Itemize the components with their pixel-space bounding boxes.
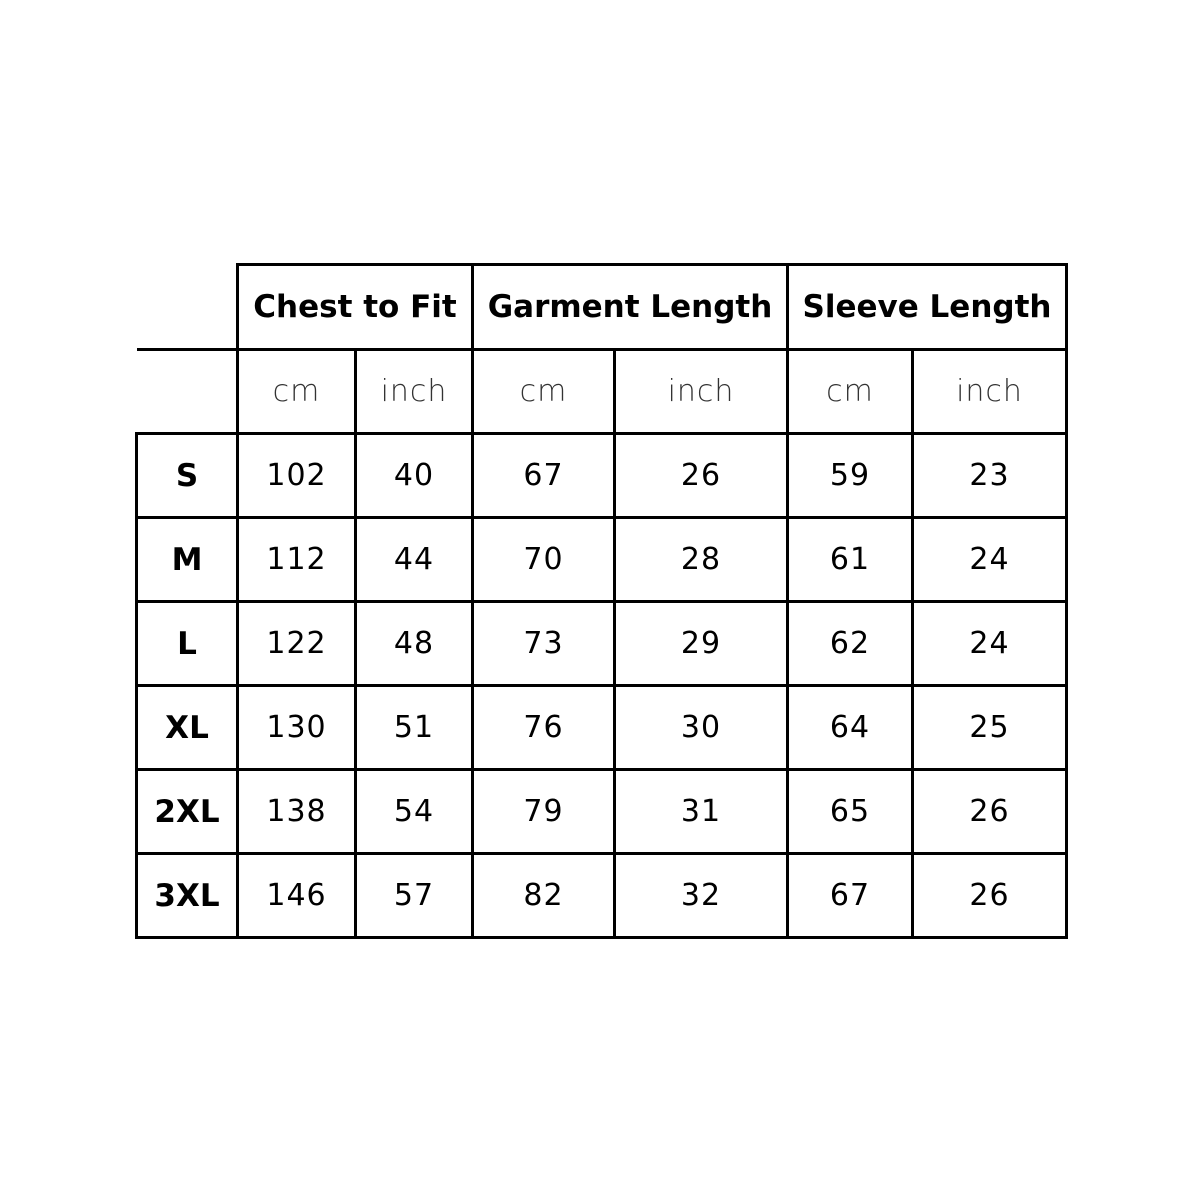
size-label: 2XL [135,768,239,855]
table-row: L 122 48 73 29 62 24 [135,600,1068,687]
measurement-cell: 26 [613,432,789,519]
table-row: 2XL 138 54 79 31 65 26 [135,768,1068,855]
measurement-cell: 24 [911,516,1068,603]
measurement-cell: 64 [786,684,914,771]
table-row: 3XL 146 57 82 32 67 26 [135,852,1068,939]
measurement-cell: 24 [911,600,1068,687]
measurement-cell: 26 [911,768,1068,855]
measurement-cell: 54 [354,768,474,855]
measurement-cell: 57 [354,852,474,939]
measurement-cell: 31 [613,768,789,855]
unit-label: inch [354,348,474,435]
unit-label: cm [236,348,357,435]
measurement-cell: 112 [236,516,357,603]
unit-label: inch [613,348,789,435]
measurement-cell: 138 [236,768,357,855]
measurement-cell: 79 [471,768,616,855]
corner-blank [136,264,239,351]
measurement-cell: 82 [471,852,616,939]
header-sleeve-length: Sleeve Length [786,263,1068,351]
unit-header-row: cm inch cm inch cm inch [136,348,1068,435]
header-garment-length: Garment Length [471,263,789,351]
measurement-cell: 40 [354,432,474,519]
unit-label: cm [471,348,616,435]
measurement-cell: 146 [236,852,357,939]
measurement-cell: 28 [613,516,789,603]
measurement-cell: 70 [471,516,616,603]
unit-label: cm [786,348,914,435]
corner-blank [136,349,239,435]
size-label: S [135,432,239,519]
size-label: 3XL [135,852,239,939]
size-label: M [135,516,239,603]
table-row: XL 130 51 76 30 64 25 [135,684,1068,771]
header-chest-to-fit: Chest to Fit [236,263,474,351]
measurement-cell: 32 [613,852,789,939]
measurement-cell: 67 [786,852,914,939]
measurement-cell: 25 [911,684,1068,771]
measurement-cell: 102 [236,432,357,519]
measurement-cell: 59 [786,432,914,519]
measurement-cell: 61 [786,516,914,603]
table-row: S 102 40 67 26 59 23 [135,432,1068,519]
measurement-cell: 65 [786,768,914,855]
measurement-cell: 67 [471,432,616,519]
measurement-cell: 29 [613,600,789,687]
measurement-cell: 44 [354,516,474,603]
size-label: L [135,600,239,687]
measurement-cell: 30 [613,684,789,771]
size-chart-table: Chest to Fit Garment Length Sleeve Lengt… [135,263,1068,939]
measurement-cell: 23 [911,432,1068,519]
measurement-cell: 76 [471,684,616,771]
measurement-cell: 48 [354,600,474,687]
measurement-cell: 122 [236,600,357,687]
table-row: M 112 44 70 28 61 24 [135,516,1068,603]
measurement-cell: 130 [236,684,357,771]
unit-label: inch [911,348,1068,435]
measurement-cell: 73 [471,600,616,687]
measurement-cell: 26 [911,852,1068,939]
group-header-row: Chest to Fit Garment Length Sleeve Lengt… [136,263,1068,351]
size-label: XL [135,684,239,771]
measurement-cell: 62 [786,600,914,687]
measurement-cell: 51 [354,684,474,771]
